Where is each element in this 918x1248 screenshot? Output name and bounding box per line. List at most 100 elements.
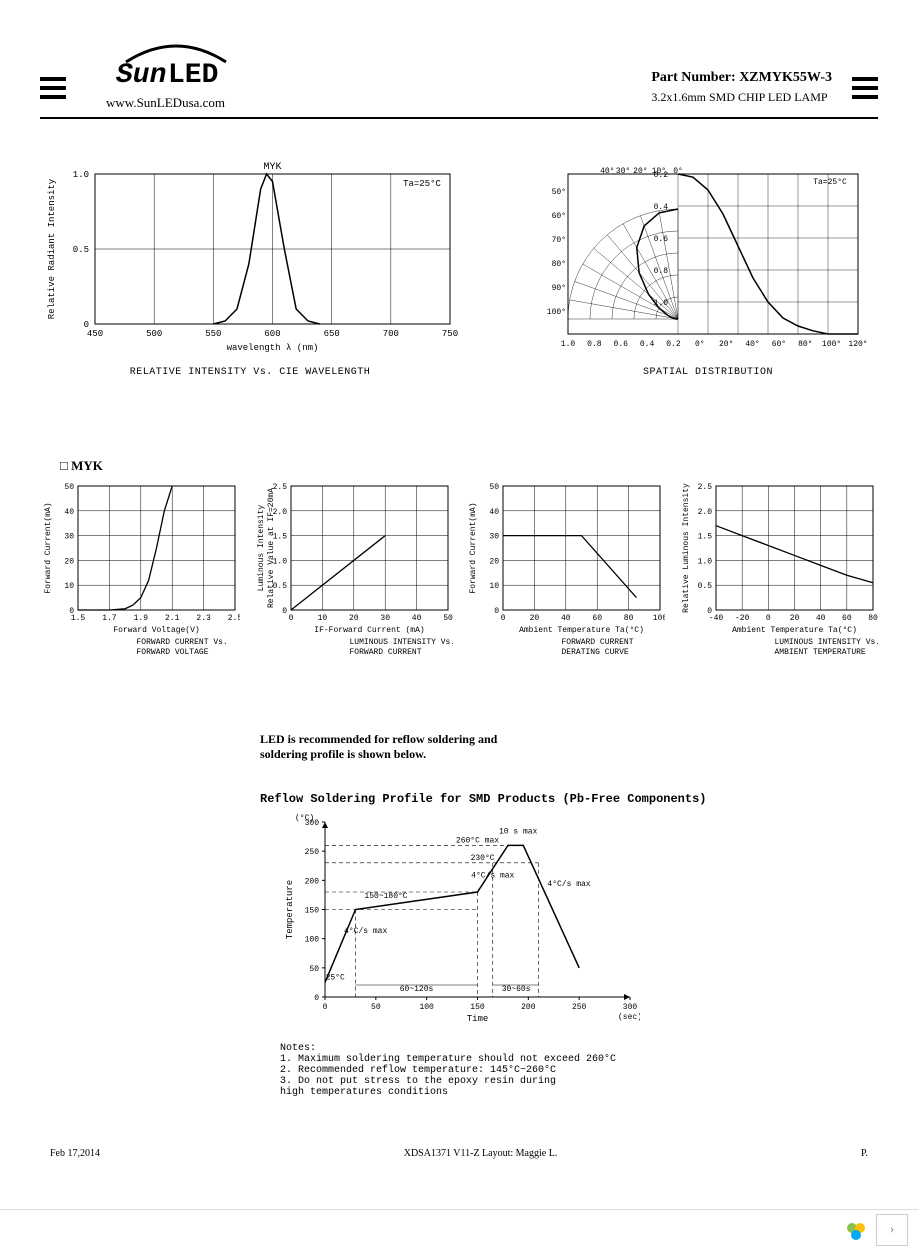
svg-text:0.4: 0.4 — [654, 203, 669, 212]
svg-text:Forward Current(mA): Forward Current(mA) — [44, 502, 53, 593]
svg-text:0.2: 0.2 — [666, 340, 681, 349]
next-page-button[interactable]: › — [876, 1214, 908, 1246]
reflow-notes: Notes: 1. Maximum soldering temperature … — [280, 1043, 878, 1098]
svg-text:Ambient Temperature Ta(°C): Ambient Temperature Ta(°C) — [732, 626, 857, 635]
note-line: 1. Maximum soldering temperature should … — [280, 1054, 878, 1065]
svg-text:100°: 100° — [547, 308, 566, 317]
svg-text:LUMINOUS INTENSITY Vs.: LUMINOUS INTENSITY Vs. — [774, 638, 878, 647]
svg-text:80: 80 — [868, 614, 878, 623]
svg-text:Sun: Sun — [116, 60, 166, 90]
reflow-intro: LED is recommended for reflow soldering … — [260, 732, 878, 762]
svg-text:0: 0 — [288, 614, 293, 623]
svg-text:Temperature: Temperature — [285, 880, 295, 939]
chart-lum-if: 0102030405000.51.01.52.02.5Luminous Inte… — [253, 478, 453, 672]
part-label: Part Number: — [651, 70, 735, 85]
datasheet-page: Sun LED www.SunLEDusa.com Part Number: X… — [0, 0, 918, 1199]
svg-text:150: 150 — [470, 1003, 485, 1012]
svg-text:90°: 90° — [552, 284, 566, 293]
svg-text:60: 60 — [593, 614, 603, 623]
svg-text:AMBIENT TEMPERATURE: AMBIENT TEMPERATURE — [774, 648, 865, 657]
svg-text:FORWARD VOLTAGE: FORWARD VOLTAGE — [137, 648, 209, 657]
chart-lum-temp: -40-2002040608000.51.01.52.02.5Relative … — [678, 478, 878, 672]
svg-text:40: 40 — [816, 614, 826, 623]
svg-text:(sec): (sec) — [618, 1013, 640, 1022]
svg-text:DERATING CURVE: DERATING CURVE — [562, 648, 629, 657]
svg-text:Relative Radiant Intensity: Relative Radiant Intensity — [47, 178, 57, 319]
svg-text:10: 10 — [317, 614, 327, 623]
svg-text:20°: 20° — [719, 340, 733, 349]
svg-text:70°: 70° — [552, 236, 566, 245]
svg-text:IF-Forward Current (mA): IF-Forward Current (mA) — [314, 626, 424, 635]
svg-text:450: 450 — [87, 329, 103, 339]
svg-text:FORWARD CURRENT: FORWARD CURRENT — [349, 648, 421, 657]
footer-date: Feb 17,2014 — [50, 1148, 100, 1159]
svg-text:2.5: 2.5 — [228, 614, 240, 623]
svg-text:40°: 40° — [745, 340, 759, 349]
footer-center: XDSA1371 V11-Z Layout: Maggie L. — [404, 1148, 558, 1159]
chart1-caption: RELATIVE INTENSITY Vs. CIE WAVELENGTH — [40, 367, 460, 378]
svg-text:30: 30 — [380, 614, 390, 623]
svg-text:250: 250 — [572, 1003, 587, 1012]
svg-text:20: 20 — [530, 614, 540, 623]
svg-text:Relative Value at IF=20mA: Relative Value at IF=20mA — [267, 488, 276, 608]
svg-text:LED: LED — [168, 60, 218, 90]
svg-text:1.0: 1.0 — [654, 299, 669, 308]
svg-text:260°C max: 260°C max — [456, 836, 499, 845]
reflow-title: Reflow Soldering Profile for SMD Product… — [260, 792, 878, 806]
svg-text:20°: 20° — [633, 167, 647, 176]
svg-text:1.0: 1.0 — [698, 557, 713, 566]
menu-icon-right[interactable] — [852, 77, 878, 99]
svg-text:-20: -20 — [735, 614, 750, 623]
note-line: 2. Recommended reflow temperature: 145°C… — [280, 1065, 878, 1076]
svg-text:30~60s: 30~60s — [502, 985, 531, 994]
header-info: Part Number: XZMYK55W-3 3.2x1.6mm SMD CH… — [651, 70, 832, 105]
page-footer: Feb 17,2014 XDSA1371 V11-Z Layout: Maggi… — [40, 1148, 878, 1159]
svg-text:100: 100 — [419, 1003, 434, 1012]
svg-text:MYK: MYK — [263, 162, 281, 173]
svg-text:40: 40 — [561, 614, 571, 623]
svg-text:1.0: 1.0 — [73, 170, 89, 180]
menu-icon-left[interactable] — [40, 77, 66, 99]
svg-text:2.3: 2.3 — [196, 614, 211, 623]
part-description: 3.2x1.6mm SMD CHIP LED LAMP — [651, 90, 832, 105]
svg-text:30: 30 — [490, 533, 500, 542]
svg-text:40°: 40° — [600, 167, 614, 176]
svg-text:100°: 100° — [822, 340, 841, 349]
svg-text:600: 600 — [264, 329, 280, 339]
svg-text:Relative Luminous Intensity: Relative Luminous Intensity — [682, 483, 691, 613]
svg-text:0.8: 0.8 — [587, 340, 602, 349]
svg-text:100: 100 — [305, 936, 320, 945]
svg-text:230°C: 230°C — [471, 854, 495, 863]
notes-heading: Notes: — [280, 1043, 878, 1054]
svg-text:Ta=25°C: Ta=25°C — [403, 179, 441, 189]
svg-text:550: 550 — [205, 329, 221, 339]
svg-text:10 s max: 10 s max — [499, 828, 538, 837]
svg-text:60: 60 — [842, 614, 852, 623]
viewer-toolbar: › — [0, 1209, 918, 1248]
svg-text:50°: 50° — [552, 188, 566, 197]
svg-text:0.5: 0.5 — [698, 582, 713, 591]
svg-text:FORWARD CURRENT: FORWARD CURRENT — [562, 638, 634, 647]
note-line: high temperatures conditions — [280, 1087, 878, 1098]
svg-text:30: 30 — [64, 533, 74, 542]
svg-text:1.9: 1.9 — [134, 614, 149, 623]
svg-text:0: 0 — [314, 994, 319, 1003]
reflow-chart: 050100150200250300050100150200250300(°C)… — [280, 812, 878, 1037]
spatial-distribution-chart: 40°30°20°10°0°50°60°70°80°90°100°1.00.80… — [538, 159, 878, 378]
svg-text:700: 700 — [383, 329, 399, 339]
part-number: XZMYK55W-3 — [739, 70, 832, 85]
svg-text:10: 10 — [490, 582, 500, 591]
svg-text:1.7: 1.7 — [102, 614, 117, 623]
svg-text:60°: 60° — [772, 340, 786, 349]
svg-text:60°: 60° — [552, 212, 566, 221]
svg-text:0.6: 0.6 — [614, 340, 629, 349]
svg-text:50: 50 — [64, 483, 74, 492]
svg-text:0.2: 0.2 — [654, 171, 669, 180]
chart-derating: 02040608010001020304050Forward Current(m… — [465, 478, 665, 672]
svg-text:60~120s: 60~120s — [400, 985, 434, 994]
svg-text:50: 50 — [443, 614, 453, 623]
svg-text:30°: 30° — [616, 167, 630, 176]
svg-text:300: 300 — [623, 1003, 638, 1012]
svg-text:750: 750 — [442, 329, 458, 339]
chart-row-1: 45050055060065070075000.51.0MYKTa=25°CRe… — [40, 159, 878, 378]
